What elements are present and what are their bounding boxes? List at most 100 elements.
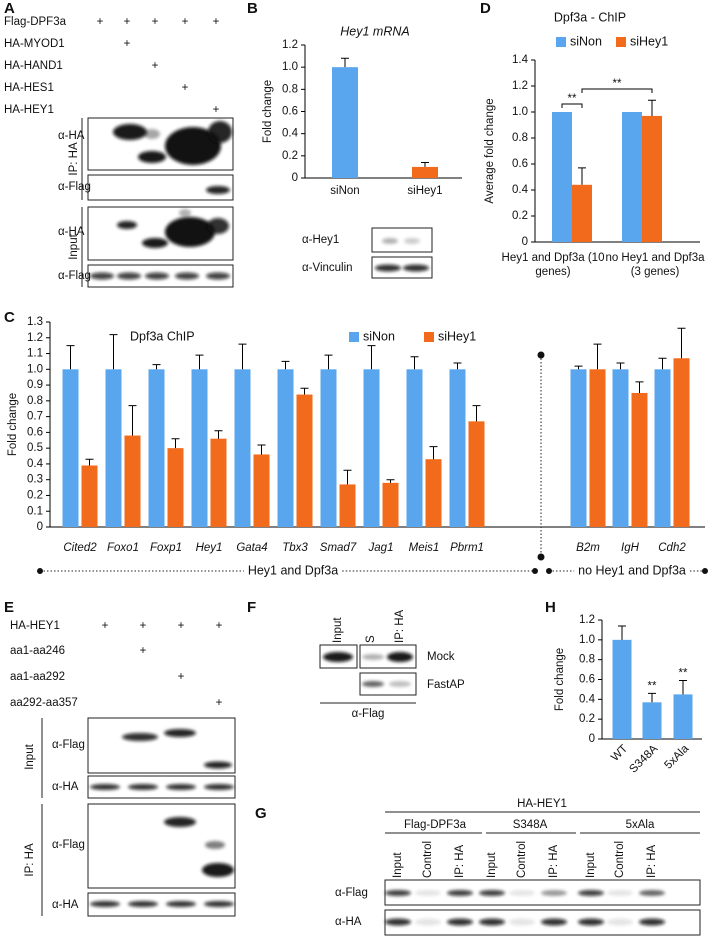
row-label: HA-HEY1 bbox=[4, 104, 54, 116]
bar bbox=[468, 421, 485, 527]
x-tick-label: Jag1 bbox=[368, 542, 394, 554]
blot-frame bbox=[371, 227, 433, 253]
bar bbox=[296, 394, 313, 527]
significance-label: ** bbox=[568, 93, 577, 105]
legend-label: siHey1 bbox=[438, 329, 476, 343]
blot-band bbox=[415, 890, 441, 896]
legend-swatch bbox=[616, 37, 626, 47]
blot-band bbox=[607, 890, 633, 896]
row-label: HA-HAND1 bbox=[4, 60, 63, 72]
blot-band bbox=[175, 272, 199, 280]
blot-band bbox=[164, 729, 196, 737]
blot-band bbox=[479, 890, 505, 896]
lane-label: Input bbox=[392, 852, 404, 878]
y-tick-label: 0.3 bbox=[27, 474, 43, 486]
lane-label: Input bbox=[332, 617, 344, 643]
blot-band bbox=[117, 221, 137, 229]
error-bar bbox=[257, 444, 266, 455]
row-label: aa292-aa357 bbox=[10, 697, 78, 709]
error-bar bbox=[171, 438, 180, 449]
blot-frame bbox=[319, 644, 358, 669]
y-tick-label: 0.6 bbox=[27, 426, 43, 438]
bar bbox=[382, 482, 399, 527]
blot-band bbox=[179, 209, 191, 217]
blot-band bbox=[90, 272, 114, 280]
blot-band bbox=[138, 151, 166, 163]
blot-band bbox=[166, 901, 196, 907]
blot-band bbox=[375, 264, 401, 272]
blot-band bbox=[639, 890, 665, 896]
blot-frame bbox=[371, 256, 433, 279]
y-axis-label: Average fold change bbox=[484, 98, 496, 203]
blot-frame bbox=[87, 892, 236, 917]
x-tick-label: Hey1 bbox=[196, 542, 223, 554]
blot-band bbox=[382, 238, 398, 244]
blot-band bbox=[207, 218, 229, 234]
separator-dot bbox=[537, 553, 545, 561]
lane-mark: + bbox=[216, 697, 223, 709]
blot-band bbox=[509, 918, 535, 926]
blot-band bbox=[639, 918, 665, 926]
legend-label: siNon bbox=[570, 34, 602, 48]
error-bar bbox=[238, 343, 247, 370]
lane-label: Input bbox=[585, 852, 597, 878]
blot-band bbox=[144, 129, 160, 139]
bar bbox=[449, 369, 466, 527]
blot-frame bbox=[87, 775, 236, 799]
blot-frame bbox=[87, 117, 234, 171]
panel-label: D bbox=[480, 0, 491, 17]
x-tick-label: Pbrm1 bbox=[450, 542, 484, 554]
antibody-label: α-HA bbox=[58, 130, 85, 142]
bar bbox=[148, 369, 165, 527]
x-tick-label: Meis1 bbox=[409, 542, 440, 554]
y-tick-label: 0.6 bbox=[282, 106, 298, 118]
x-tick-label: S348A bbox=[627, 743, 660, 776]
lane-mark: + bbox=[178, 671, 185, 683]
blot-band bbox=[166, 784, 196, 790]
bar bbox=[124, 435, 141, 527]
blot-band bbox=[323, 652, 353, 662]
x-tick-label: Foxp1 bbox=[150, 542, 182, 554]
bar bbox=[570, 369, 587, 527]
lane-label: Input bbox=[486, 852, 498, 878]
blot-band bbox=[205, 841, 225, 849]
y-tick-label: 0.6 bbox=[579, 674, 595, 686]
blot-frame bbox=[87, 264, 234, 288]
lane-label: IP: HA bbox=[394, 609, 406, 643]
blot-band bbox=[607, 918, 633, 926]
blot-band bbox=[206, 186, 230, 194]
blot-frame bbox=[87, 174, 234, 201]
blot-frame bbox=[384, 879, 701, 906]
error-bar bbox=[677, 327, 686, 359]
lane-mark: + bbox=[140, 620, 147, 632]
y-tick-label: 1.0 bbox=[27, 363, 43, 375]
panel-label: E bbox=[4, 599, 14, 616]
antibody-label: α-Flag bbox=[52, 839, 85, 851]
y-tick-label: 0 bbox=[589, 733, 595, 745]
bar bbox=[105, 369, 122, 527]
lane-mark: + bbox=[152, 16, 159, 28]
error-bar bbox=[367, 345, 376, 370]
blot-band bbox=[447, 918, 473, 926]
y-tick-label: 0.4 bbox=[579, 693, 596, 705]
bar bbox=[167, 448, 184, 527]
antibody-label: α-Flag bbox=[52, 739, 85, 751]
lane-mark: + bbox=[124, 38, 131, 50]
y-axis-label: Fold change bbox=[554, 648, 566, 711]
panel-label: G bbox=[255, 805, 267, 822]
blot-band bbox=[385, 918, 411, 926]
bar bbox=[642, 115, 662, 242]
bar bbox=[673, 358, 690, 527]
blot-band bbox=[204, 901, 234, 907]
blot-band bbox=[128, 901, 158, 907]
blot-frame bbox=[384, 909, 701, 936]
y-tick-label: 0.8 bbox=[282, 83, 298, 95]
significance-bracket bbox=[581, 88, 653, 93]
lane-mark: + bbox=[213, 104, 220, 116]
blot-band bbox=[165, 127, 221, 165]
legend-swatch bbox=[424, 332, 434, 342]
y-tick-label: 1.3 bbox=[27, 316, 43, 328]
blot-band bbox=[403, 264, 429, 272]
lane-label: IP: HA bbox=[548, 844, 560, 878]
blot-band bbox=[578, 890, 604, 896]
